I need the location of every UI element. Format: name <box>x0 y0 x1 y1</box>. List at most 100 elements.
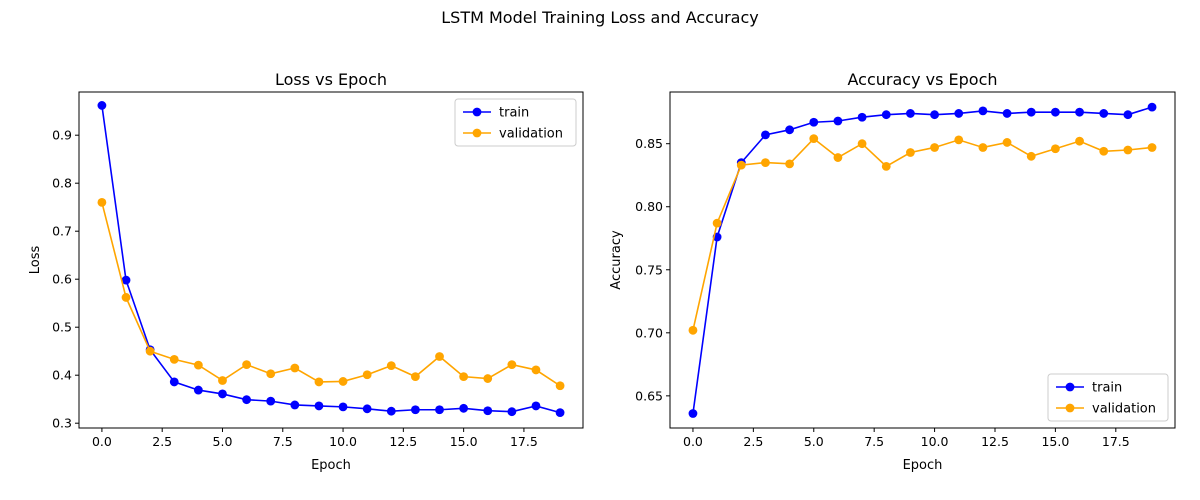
loss-y-axis-label: Loss <box>28 246 43 275</box>
loss-validation-point <box>338 377 348 386</box>
x-tick-label: 17.5 <box>1102 434 1130 449</box>
legend-label-train: train <box>499 106 529 121</box>
loss-train-point <box>362 404 372 414</box>
loss-train-point <box>121 275 131 285</box>
y-tick-label: 0.4 <box>52 368 72 383</box>
x-tick-label: 2.5 <box>152 434 172 449</box>
accuracy-train-point <box>1075 107 1084 117</box>
accuracy-x-axis-label: Epoch <box>903 458 943 473</box>
legend-marker-train <box>1065 382 1075 392</box>
loss-train-point <box>386 406 396 416</box>
y-tick-label: 0.8 <box>52 176 72 191</box>
legend-marker-validation <box>1065 403 1075 413</box>
loss-validation-point <box>459 372 469 382</box>
x-tick-label: 7.5 <box>864 434 884 449</box>
accuracy-train-point <box>833 116 843 126</box>
loss-train-point <box>266 396 276 406</box>
loss-validation-point <box>386 361 396 370</box>
loss-validation-point <box>290 363 300 373</box>
y-tick-label: 0.9 <box>52 128 72 143</box>
y-tick-label: 0.70 <box>635 325 663 340</box>
loss-validation-point <box>314 377 324 387</box>
loss-train-point <box>459 403 469 413</box>
loss-validation-point <box>193 360 203 370</box>
loss-validation-point <box>121 293 131 302</box>
accuracy-validation-point <box>712 218 722 228</box>
legend-box <box>454 98 577 147</box>
figure-title: LSTM Model Training Loss and Accuracy <box>441 8 759 27</box>
accuracy-train-point <box>688 409 698 418</box>
accuracy-validation-point <box>1026 151 1036 161</box>
accuracy-train-point <box>1099 109 1109 118</box>
loss-chart: Loss vs Epoch 0.0 2.5 5.0 7.5 10.0 12.5 15.0 17.… <box>28 70 584 473</box>
loss-train-point <box>338 402 348 412</box>
legend-marker-validation <box>472 128 482 138</box>
loss-train-point <box>290 400 300 410</box>
accuracy-validation-point <box>688 325 698 335</box>
y-tick-label: 0.75 <box>635 262 663 277</box>
loss-validation-point <box>266 369 276 379</box>
y-tick-label: 0.5 <box>52 320 72 335</box>
loss-train-point <box>314 401 324 411</box>
accuracy-chart-title: Accuracy vs Epoch <box>847 70 997 89</box>
x-tick-label: 15.0 <box>450 434 478 449</box>
x-tick-label: 5.0 <box>213 434 233 449</box>
x-tick-label: 2.5 <box>743 434 763 449</box>
accuracy-train-point <box>881 110 891 120</box>
x-tick-label: 0.0 <box>683 434 703 449</box>
accuracy-train-point <box>857 112 867 122</box>
accuracy-validation-point <box>978 143 988 152</box>
accuracy-y-axis-label: Accuracy <box>609 230 624 290</box>
loss-train-point <box>531 401 541 411</box>
loss-train-point <box>555 408 565 418</box>
accuracy-train-point <box>954 109 964 118</box>
loss-validation-point <box>218 376 227 385</box>
legend-label-validation: validation <box>1092 402 1156 417</box>
loss-train-point <box>507 407 517 417</box>
accuracy-validation-point <box>833 153 843 162</box>
accuracy-validation-point <box>1002 138 1012 147</box>
loss-legend: train validation <box>454 98 577 147</box>
accuracy-train-point <box>785 125 795 135</box>
loss-train-point <box>218 389 227 399</box>
y-tick-label: 0.80 <box>635 199 663 214</box>
accuracy-validation-point <box>906 148 915 157</box>
accuracy-train-point <box>930 110 939 120</box>
x-tick-label: 12.5 <box>981 434 1009 449</box>
accuracy-legend: train validation <box>1047 373 1169 422</box>
legend-label-train: train <box>1092 381 1122 396</box>
accuracy-train-point <box>809 117 819 127</box>
legend-marker-train <box>472 107 482 117</box>
accuracy-validation-point <box>1099 146 1109 156</box>
loss-train-point <box>435 405 444 415</box>
loss-validation-point <box>97 198 107 207</box>
accuracy-validation-point <box>881 161 891 171</box>
loss-validation-point <box>362 370 372 380</box>
accuracy-validation-point <box>954 135 964 145</box>
x-tick-label: 17.5 <box>510 434 538 449</box>
y-tick-label: 0.65 <box>635 388 663 403</box>
loss-validation-point <box>483 374 493 383</box>
y-tick-label: 0.85 <box>635 136 663 151</box>
accuracy-train-point <box>978 106 988 116</box>
loss-validation-point <box>555 381 565 391</box>
loss-train-point <box>242 395 251 405</box>
accuracy-validation-point <box>1050 144 1060 154</box>
accuracy-validation-point <box>1147 143 1157 152</box>
accuracy-train-point <box>1050 107 1060 117</box>
accuracy-validation-point <box>857 139 867 149</box>
x-tick-label: 0.0 <box>92 434 112 449</box>
accuracy-train-point <box>761 130 770 140</box>
loss-train-point <box>97 101 107 110</box>
accuracy-validation-point <box>761 158 770 168</box>
loss-validation-point <box>169 354 179 364</box>
loss-validation-point <box>145 346 155 356</box>
legend-box <box>1047 373 1169 422</box>
legend-label-validation: validation <box>499 127 563 142</box>
x-tick-label: 5.0 <box>804 434 824 449</box>
loss-train-point <box>169 377 179 387</box>
x-tick-label: 7.5 <box>273 434 293 449</box>
loss-plot-frame <box>78 91 584 429</box>
